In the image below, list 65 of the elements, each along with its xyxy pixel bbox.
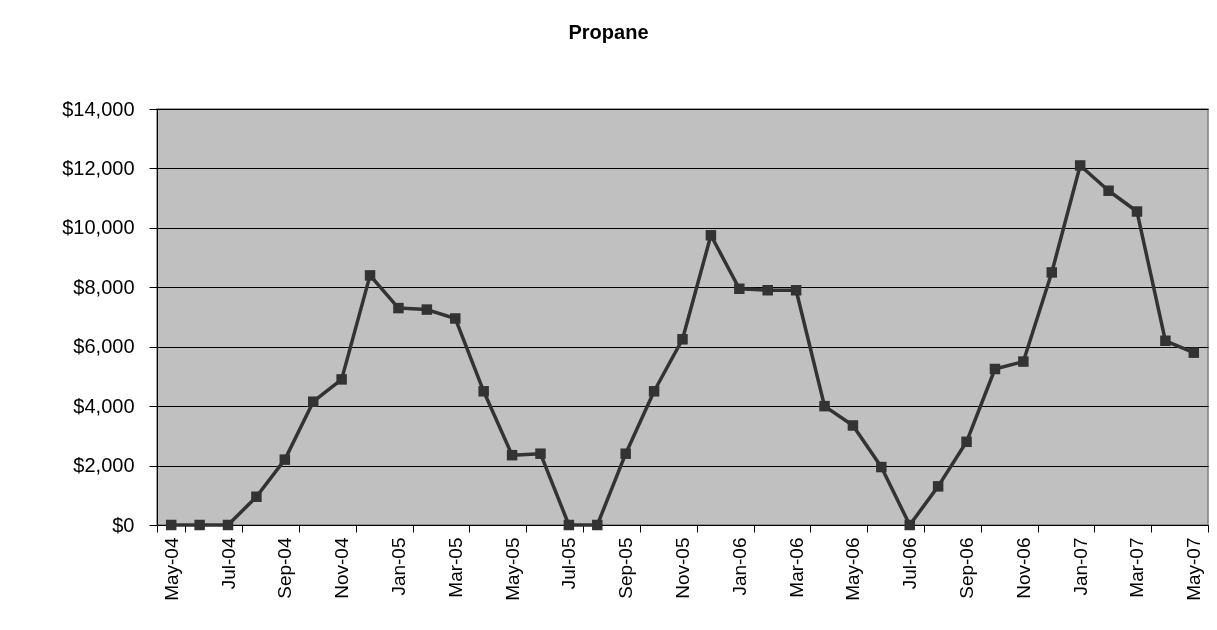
- x-tick-label: May-05: [501, 537, 523, 601]
- point: [165, 519, 177, 531]
- point: [421, 304, 433, 315]
- point: [847, 420, 859, 431]
- y-tick-label: $14,000: [62, 97, 135, 120]
- point: [1103, 185, 1114, 196]
- y-tick-label: $4,000: [73, 394, 135, 417]
- x-tick-label: Nov-06: [1012, 537, 1034, 599]
- x-tick-label: Jan-06: [728, 537, 750, 596]
- y-tick-label: $10,000: [62, 216, 135, 239]
- point: [364, 270, 376, 281]
- point: [1131, 206, 1143, 217]
- x-tick-label: Mar-07: [1126, 537, 1148, 598]
- point: [222, 519, 234, 531]
- point: [620, 448, 631, 459]
- point: [592, 519, 603, 531]
- point: [251, 491, 262, 503]
- point: [563, 519, 575, 531]
- x-tick-label: May-04: [160, 537, 182, 601]
- point: [535, 448, 546, 459]
- point: [506, 449, 518, 461]
- point: [194, 519, 205, 531]
- y-tick-label: $12,000: [62, 156, 135, 179]
- point: [648, 386, 660, 397]
- x-tick-label: Jul-04: [217, 537, 239, 590]
- point: [677, 334, 688, 345]
- chart-title: Propane: [568, 21, 649, 43]
- x-tick-label: Sep-05: [615, 537, 637, 599]
- point: [961, 436, 972, 448]
- point: [819, 400, 830, 412]
- y-tick-label: $0: [112, 513, 135, 536]
- x-tick-label: Nov-05: [672, 537, 693, 599]
- point: [989, 363, 1001, 375]
- y-tick-label: $8,000: [73, 275, 135, 298]
- x-tick-label: Mar-06: [785, 537, 807, 598]
- y-tick-label: $2,000: [73, 454, 135, 477]
- x-tick-label: Jan-07: [1069, 537, 1091, 596]
- point: [932, 481, 944, 492]
- point: [1074, 160, 1086, 171]
- point: [876, 461, 887, 473]
- x-tick-label: Jul-05: [558, 537, 580, 590]
- y-tick-label: $6,000: [73, 335, 135, 358]
- point: [1018, 356, 1029, 367]
- point: [478, 386, 489, 397]
- point: [904, 519, 915, 531]
- point: [762, 285, 773, 296]
- x-tick-label: Nov-04: [331, 537, 353, 599]
- point: [705, 230, 717, 241]
- x-tick-label: Jul-06: [899, 537, 921, 590]
- point: [1160, 335, 1171, 347]
- point: [393, 302, 404, 314]
- x-tick-label: Jan-05: [387, 537, 409, 596]
- x-tick-label: Sep-04: [274, 537, 296, 599]
- x-tick-label: May-06: [842, 537, 864, 601]
- point: [1188, 347, 1200, 358]
- point: [336, 374, 347, 385]
- point: [1046, 267, 1058, 278]
- point: [279, 454, 291, 465]
- x-tick-label: Sep-06: [956, 537, 978, 599]
- x-tick-label: Mar-05: [444, 537, 466, 598]
- point: [450, 313, 461, 324]
- point: [734, 283, 745, 295]
- x-tick-label: May-07: [1183, 537, 1205, 601]
- point: [307, 396, 319, 407]
- point: [790, 285, 802, 296]
